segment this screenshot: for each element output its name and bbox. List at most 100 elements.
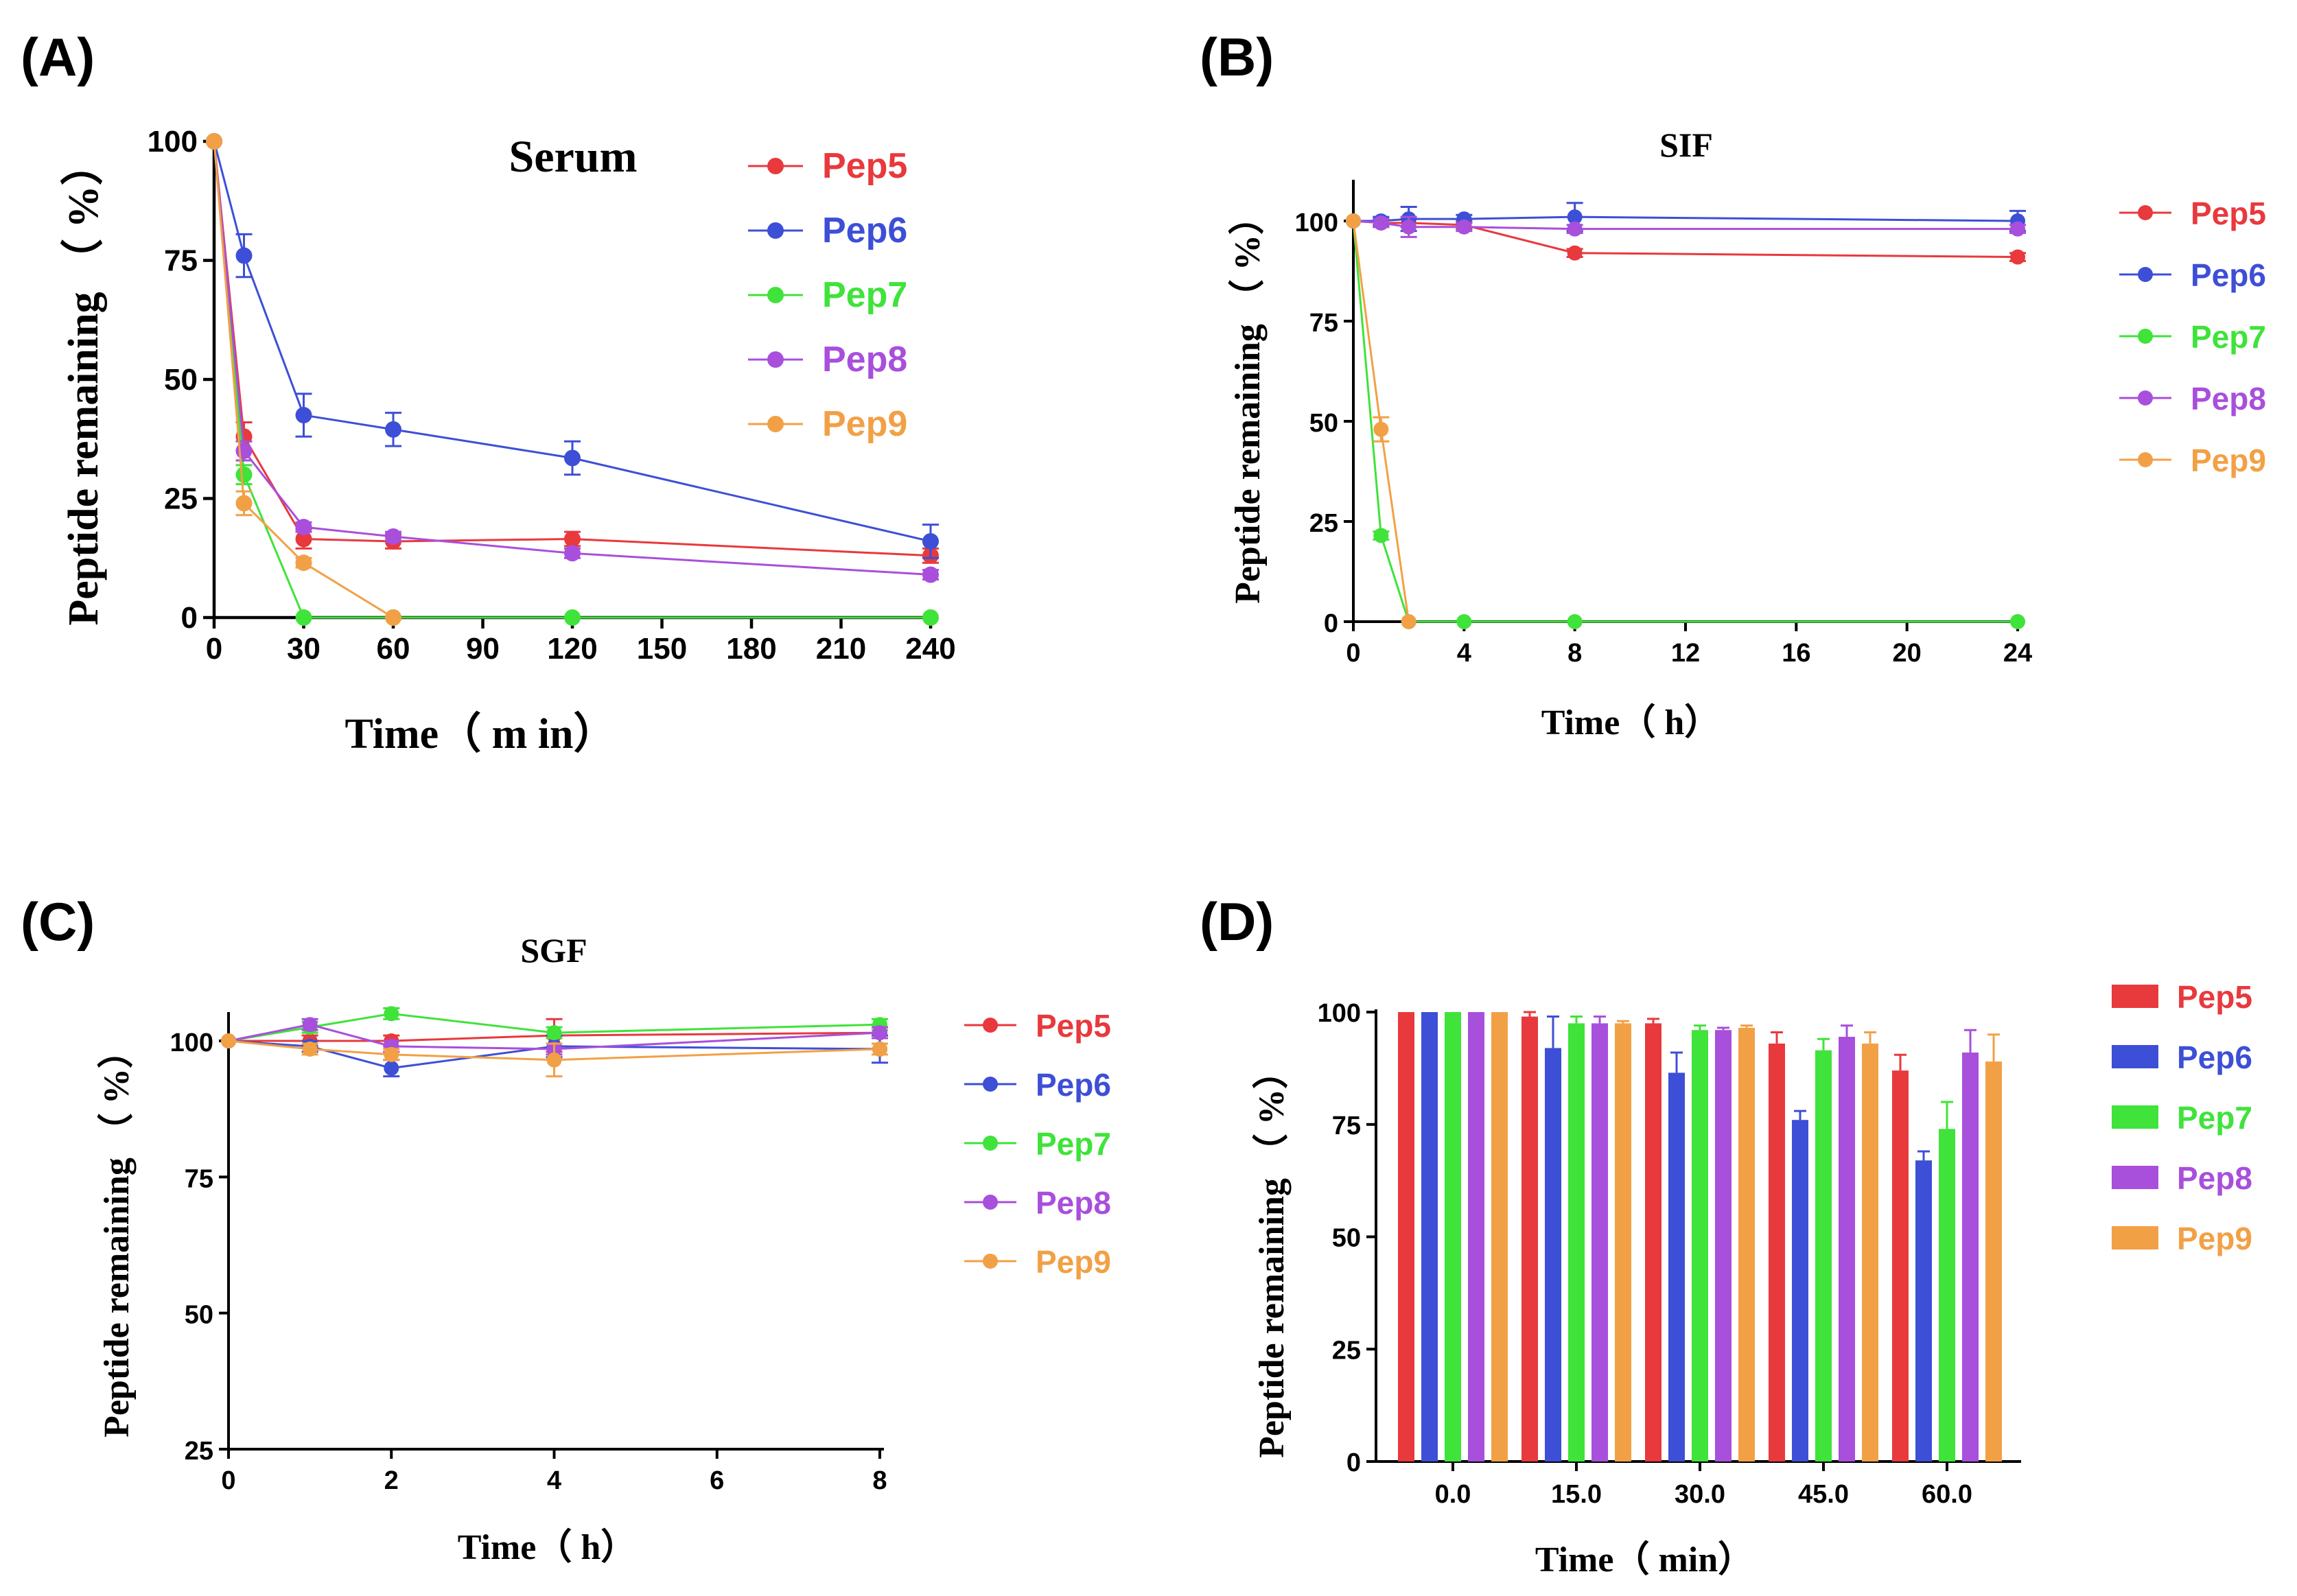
bar — [1715, 1030, 1732, 1462]
data-point — [302, 1017, 318, 1033]
x-tick-label: 30.0 — [1675, 1480, 1725, 1509]
x-tick-label: 60.0 — [1922, 1480, 1972, 1509]
x-tick-label: 210 — [816, 632, 866, 666]
x-tick-label: 2 — [384, 1466, 399, 1495]
legend-swatch — [2112, 1166, 2158, 1189]
legend-item-pep5: Pep5 — [2112, 979, 2252, 1015]
panel-d-ylabel: Peptide remaining （ %） — [1252, 1053, 1292, 1458]
x-tick-label: 8 — [872, 1466, 887, 1495]
y-tick-label: 100 — [148, 125, 198, 159]
panel-c-plot: 25 50 75 100 0 2 4 6 8 Pep5 Pep6 Pep7 Pep8 Pep9 — [170, 1006, 1111, 1495]
legend-item-pep9: Pep9 — [2119, 443, 2266, 478]
series-pep5 — [1398, 1011, 1909, 1462]
panel-a-title: Serum — [509, 132, 638, 182]
legend-marker — [2138, 329, 2153, 344]
bar — [1645, 1023, 1661, 1462]
legend-marker — [983, 1136, 998, 1151]
bar — [1939, 1129, 1955, 1462]
y-tick-label: 50 — [1309, 409, 1338, 438]
y-tick-label: 50 — [164, 363, 198, 397]
data-point — [221, 1033, 236, 1048]
y-tick-label: 75 — [1332, 1112, 1361, 1140]
bar — [1615, 1023, 1631, 1462]
bar — [1568, 1023, 1585, 1462]
x-tick-label: 8 — [1567, 639, 1582, 668]
legend-swatch — [2112, 1105, 2158, 1129]
data-point — [872, 1041, 887, 1057]
legend-swatch — [2112, 1045, 2158, 1068]
series-pep6 — [206, 133, 939, 559]
y-tick-label: 75 — [164, 244, 198, 278]
series-pep9 — [221, 1033, 888, 1078]
legend-label: Pep5 — [2191, 196, 2266, 231]
legend-swatch — [2112, 985, 2158, 1008]
legend-marker — [983, 1077, 998, 1092]
legend-label: Pep6 — [822, 211, 907, 250]
data-point — [2010, 221, 2025, 237]
legend-label: Pep5 — [2177, 979, 2252, 1015]
y-tick-label: 0 — [1324, 609, 1338, 638]
x-tick-label: 0 — [1346, 639, 1360, 668]
data-point — [922, 566, 939, 583]
series-line — [213, 141, 931, 543]
series-pep9 — [1346, 213, 1416, 629]
panel-b-title: SIF — [1659, 126, 1713, 164]
legend-item-pep7: Pep7 — [2119, 319, 2266, 355]
legend-item-pep5: Pep5 — [2119, 196, 2266, 231]
data-point — [564, 530, 581, 548]
legend-item-pep8: Pep8 — [748, 340, 907, 379]
legend-item-pep7: Pep7 — [748, 275, 907, 315]
x-tick-label: 240 — [905, 632, 955, 666]
legend-item-pep8: Pep8 — [964, 1185, 1111, 1221]
data-point — [1567, 614, 1583, 629]
panel-b: (B) SIF Time（ h） Peptide remaining （ %） … — [1200, 27, 2266, 742]
legend-item-pep6: Pep6 — [748, 211, 907, 250]
data-point — [1456, 219, 1472, 235]
bar — [1521, 1016, 1538, 1462]
panel-d-plot: 0 25 50 75 100 0.0 15.0 30.0 45.0 60.0 Pep5 Pep6 Pep… — [1318, 979, 2252, 1509]
panel-a: (A) Serum Time（ m in） Peptide remaining … — [21, 27, 956, 758]
legend-marker — [767, 351, 784, 368]
data-point — [295, 519, 312, 536]
legend-label: Pep5 — [822, 146, 907, 186]
data-point — [235, 495, 253, 512]
panel-a-label: (A) — [21, 27, 95, 87]
series-line — [213, 141, 931, 576]
y-tick-label: 100 — [1318, 999, 1361, 1028]
legend-label: Pep8 — [2191, 381, 2266, 416]
x-tick-label: 180 — [726, 632, 776, 666]
bar — [1545, 1048, 1561, 1462]
bar — [1468, 1012, 1484, 1462]
data-point — [1567, 209, 1583, 225]
data-point — [922, 532, 939, 550]
data-point — [2010, 614, 2025, 629]
data-point — [384, 1006, 399, 1022]
legend-swatch — [2112, 1226, 2158, 1249]
bar — [1591, 1023, 1608, 1462]
data-point — [564, 449, 581, 467]
data-point — [385, 609, 401, 626]
panel-d-label: (D) — [1200, 891, 1274, 952]
legend-marker — [2138, 452, 2153, 467]
panel-c-xlabel: Time（ h） — [458, 1527, 637, 1567]
bar — [1892, 1070, 1909, 1462]
bar — [1815, 1050, 1832, 1462]
data-point — [1567, 221, 1583, 237]
legend-label: Pep7 — [2177, 1100, 2252, 1136]
panel-c-label: (C) — [21, 891, 95, 952]
bar — [1692, 1030, 1708, 1462]
data-point — [385, 421, 401, 438]
series-line — [1353, 215, 2018, 222]
x-tick-label: 16 — [1782, 639, 1810, 668]
legend-item-pep9: Pep9 — [748, 404, 907, 444]
series-line — [1352, 220, 2018, 623]
bar — [1915, 1160, 1932, 1462]
y-tick-label: 0 — [181, 601, 198, 635]
series-pep8 — [1468, 1012, 1979, 1462]
panel-a-plot: 0 25 50 75 100 0 30 60 90 120 150 180 210 240 Pep5 Pep6… — [148, 125, 956, 666]
data-point — [564, 545, 581, 562]
y-tick-label: 25 — [1309, 509, 1338, 538]
legend-marker — [983, 1195, 998, 1210]
bar — [1839, 1037, 1855, 1462]
